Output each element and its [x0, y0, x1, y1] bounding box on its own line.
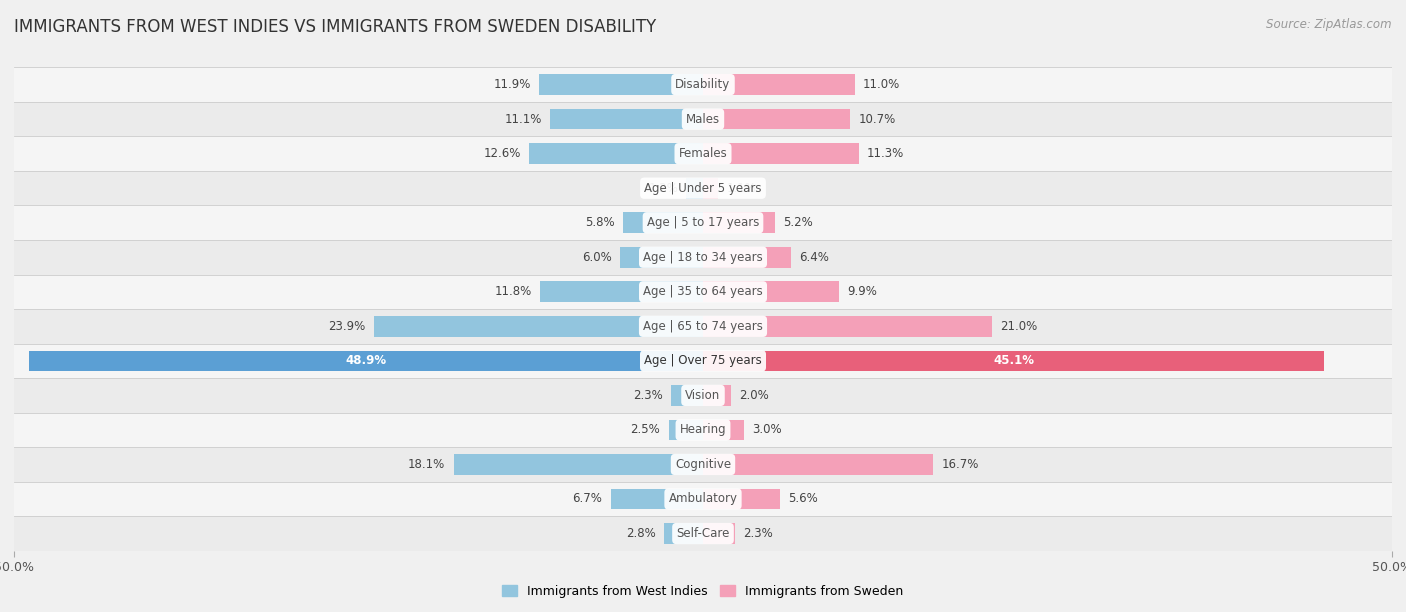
Bar — [665, 523, 703, 544]
Text: Source: ZipAtlas.com: Source: ZipAtlas.com — [1267, 18, 1392, 31]
Bar — [14, 482, 1392, 517]
Text: Age | 5 to 17 years: Age | 5 to 17 years — [647, 216, 759, 230]
Bar — [550, 109, 703, 130]
Text: 2.5%: 2.5% — [630, 424, 661, 436]
Bar — [540, 282, 703, 302]
Bar — [14, 378, 1392, 412]
Text: 11.1%: 11.1% — [505, 113, 541, 125]
Text: 23.9%: 23.9% — [328, 320, 366, 333]
Bar — [703, 454, 934, 475]
Text: 6.0%: 6.0% — [582, 251, 612, 264]
Text: 3.0%: 3.0% — [752, 424, 782, 436]
Bar — [14, 343, 1392, 378]
Text: Age | 18 to 34 years: Age | 18 to 34 years — [643, 251, 763, 264]
Bar — [623, 212, 703, 233]
Text: 12.6%: 12.6% — [484, 147, 522, 160]
Bar — [610, 488, 703, 509]
Text: 16.7%: 16.7% — [942, 458, 979, 471]
Text: 9.9%: 9.9% — [848, 285, 877, 298]
Bar — [703, 523, 735, 544]
Text: Age | Under 5 years: Age | Under 5 years — [644, 182, 762, 195]
Bar — [454, 454, 703, 475]
Bar — [703, 316, 993, 337]
Bar — [703, 351, 1324, 371]
Bar — [703, 74, 855, 95]
Text: 10.7%: 10.7% — [859, 113, 896, 125]
Text: 6.7%: 6.7% — [572, 493, 602, 506]
Text: 1.2%: 1.2% — [648, 182, 678, 195]
Text: Hearing: Hearing — [679, 424, 727, 436]
Text: 11.8%: 11.8% — [495, 285, 531, 298]
Text: 48.9%: 48.9% — [346, 354, 387, 367]
Bar — [703, 385, 731, 406]
Text: 1.1%: 1.1% — [727, 182, 756, 195]
Bar — [14, 309, 1392, 343]
Bar — [14, 447, 1392, 482]
Bar — [538, 74, 703, 95]
Text: Females: Females — [679, 147, 727, 160]
Bar — [703, 247, 792, 267]
Bar — [703, 143, 859, 164]
Text: 6.4%: 6.4% — [800, 251, 830, 264]
Text: Age | 35 to 64 years: Age | 35 to 64 years — [643, 285, 763, 298]
Text: 5.8%: 5.8% — [585, 216, 614, 230]
Bar — [671, 385, 703, 406]
Bar — [703, 109, 851, 130]
Text: Age | Over 75 years: Age | Over 75 years — [644, 354, 762, 367]
Bar — [669, 420, 703, 440]
Text: 21.0%: 21.0% — [1001, 320, 1038, 333]
Text: Cognitive: Cognitive — [675, 458, 731, 471]
Text: Age | 65 to 74 years: Age | 65 to 74 years — [643, 320, 763, 333]
Text: Vision: Vision — [685, 389, 721, 402]
Legend: Immigrants from West Indies, Immigrants from Sweden: Immigrants from West Indies, Immigrants … — [498, 580, 908, 603]
Bar — [14, 240, 1392, 275]
Text: Males: Males — [686, 113, 720, 125]
Bar — [703, 282, 839, 302]
Bar — [14, 102, 1392, 136]
Bar — [14, 412, 1392, 447]
Text: 18.1%: 18.1% — [408, 458, 446, 471]
Text: 5.2%: 5.2% — [783, 216, 813, 230]
Bar — [703, 178, 718, 198]
Text: 11.0%: 11.0% — [863, 78, 900, 91]
Bar — [14, 67, 1392, 102]
Text: 5.6%: 5.6% — [789, 493, 818, 506]
Text: Ambulatory: Ambulatory — [668, 493, 738, 506]
Bar — [703, 420, 744, 440]
Text: 45.1%: 45.1% — [993, 354, 1035, 367]
Text: 11.3%: 11.3% — [868, 147, 904, 160]
Text: 2.3%: 2.3% — [633, 389, 664, 402]
Text: 11.9%: 11.9% — [494, 78, 531, 91]
Bar — [686, 178, 703, 198]
Bar — [703, 488, 780, 509]
Text: 2.8%: 2.8% — [627, 527, 657, 540]
Bar — [14, 206, 1392, 240]
Text: IMMIGRANTS FROM WEST INDIES VS IMMIGRANTS FROM SWEDEN DISABILITY: IMMIGRANTS FROM WEST INDIES VS IMMIGRANT… — [14, 18, 657, 36]
Text: Disability: Disability — [675, 78, 731, 91]
Bar — [14, 275, 1392, 309]
Bar — [703, 212, 775, 233]
Bar — [14, 136, 1392, 171]
Bar — [14, 171, 1392, 206]
Bar — [14, 517, 1392, 551]
Bar — [30, 351, 703, 371]
Bar — [530, 143, 703, 164]
Bar — [374, 316, 703, 337]
Text: Self-Care: Self-Care — [676, 527, 730, 540]
Bar — [620, 247, 703, 267]
Text: 2.3%: 2.3% — [742, 527, 773, 540]
Text: 2.0%: 2.0% — [738, 389, 769, 402]
